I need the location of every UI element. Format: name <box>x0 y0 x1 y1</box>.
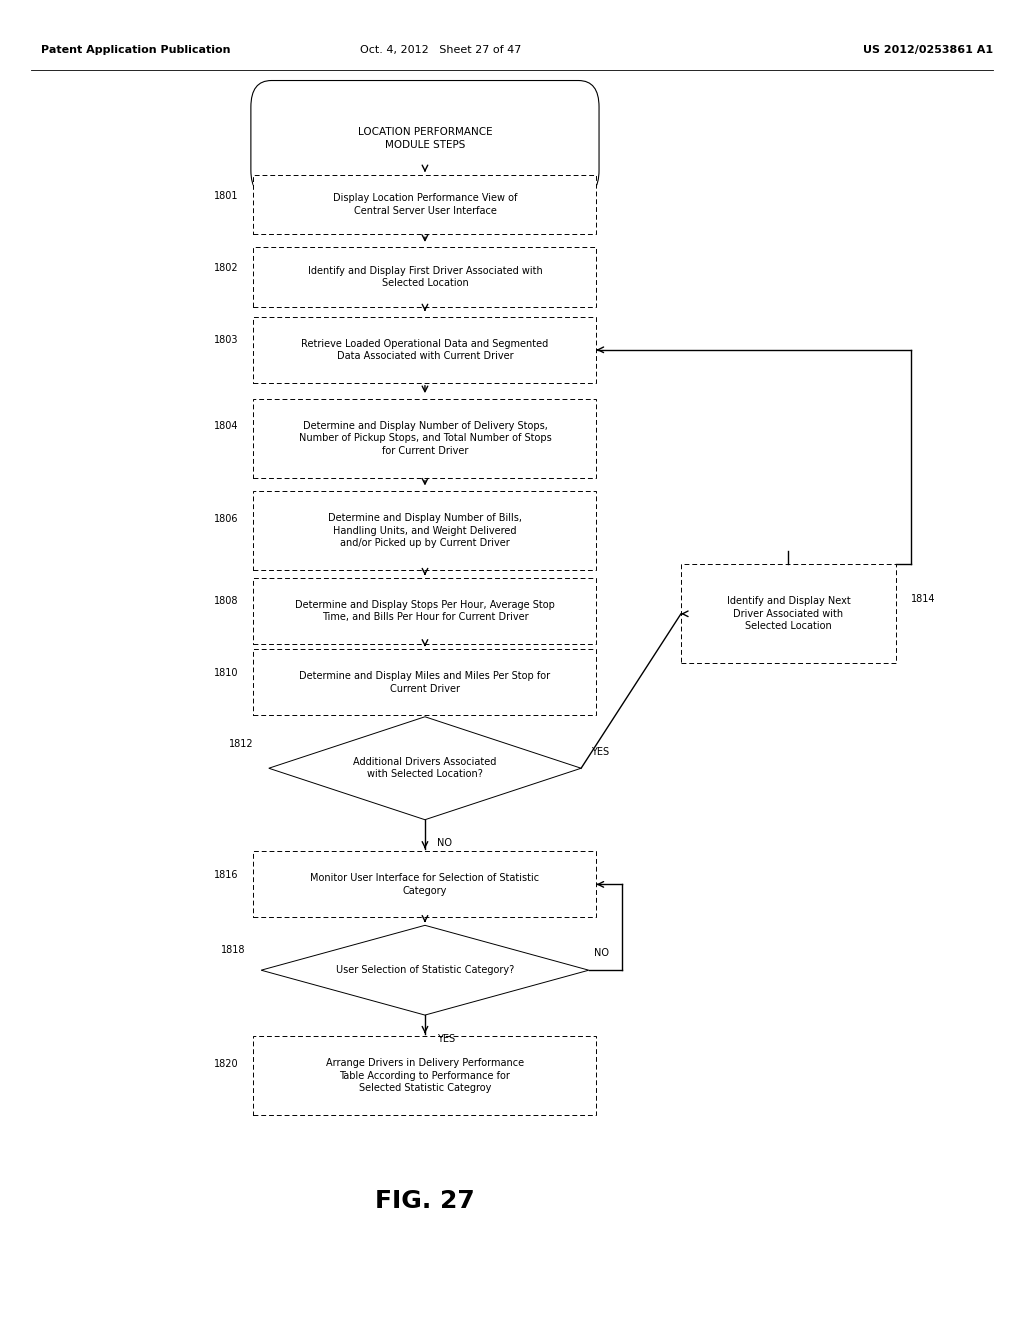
Text: US 2012/0253861 A1: US 2012/0253861 A1 <box>863 45 993 55</box>
Text: 1802: 1802 <box>213 263 238 273</box>
Text: Oct. 4, 2012   Sheet 27 of 47: Oct. 4, 2012 Sheet 27 of 47 <box>359 45 521 55</box>
FancyBboxPatch shape <box>681 565 896 663</box>
Text: Patent Application Publication: Patent Application Publication <box>41 45 230 55</box>
FancyBboxPatch shape <box>251 81 599 197</box>
Text: 1806: 1806 <box>214 513 238 524</box>
Text: YES: YES <box>592 747 609 758</box>
FancyBboxPatch shape <box>253 578 596 644</box>
Text: Monitor User Interface for Selection of Statistic
Category: Monitor User Interface for Selection of … <box>310 874 540 895</box>
Text: YES: YES <box>437 1034 456 1044</box>
Text: Identify and Display Next
Driver Associated with
Selected Location: Identify and Display Next Driver Associa… <box>727 597 850 631</box>
FancyBboxPatch shape <box>253 247 596 306</box>
Text: Determine and Display Number of Delivery Stops,
Number of Pickup Stops, and Tota: Determine and Display Number of Delivery… <box>299 421 551 455</box>
Text: FIG. 27: FIG. 27 <box>375 1189 475 1213</box>
FancyBboxPatch shape <box>253 174 596 235</box>
Text: 1804: 1804 <box>214 421 238 432</box>
Text: NO: NO <box>437 838 453 849</box>
FancyBboxPatch shape <box>253 649 596 715</box>
FancyBboxPatch shape <box>253 851 596 917</box>
Text: Determine and Display Miles and Miles Per Stop for
Current Driver: Determine and Display Miles and Miles Pe… <box>299 672 551 693</box>
Text: Retrieve Loaded Operational Data and Segmented
Data Associated with Current Driv: Retrieve Loaded Operational Data and Seg… <box>301 339 549 360</box>
FancyBboxPatch shape <box>253 399 596 478</box>
Text: LOCATION PERFORMANCE
MODULE STEPS: LOCATION PERFORMANCE MODULE STEPS <box>357 128 493 149</box>
Text: Arrange Drivers in Delivery Performance
Table According to Performance for
Selec: Arrange Drivers in Delivery Performance … <box>326 1059 524 1093</box>
Text: Determine and Display Number of Bills,
Handling Units, and Weight Delivered
and/: Determine and Display Number of Bills, H… <box>328 513 522 548</box>
Text: NO: NO <box>594 948 609 958</box>
Text: 1810: 1810 <box>214 668 238 677</box>
Text: 1816: 1816 <box>214 870 238 879</box>
Text: Display Location Performance View of
Central Server User Interface: Display Location Performance View of Cen… <box>333 194 517 215</box>
Text: Additional Drivers Associated
with Selected Location?: Additional Drivers Associated with Selec… <box>353 758 497 779</box>
Text: 1801: 1801 <box>214 190 238 201</box>
Polygon shape <box>268 717 582 820</box>
FancyBboxPatch shape <box>253 1036 596 1115</box>
Text: Identify and Display First Driver Associated with
Selected Location: Identify and Display First Driver Associ… <box>307 267 543 288</box>
Text: 1808: 1808 <box>214 597 238 606</box>
Text: 1803: 1803 <box>214 335 238 345</box>
Text: 1820: 1820 <box>213 1059 238 1069</box>
Text: 1818: 1818 <box>221 945 246 956</box>
FancyBboxPatch shape <box>253 317 596 383</box>
Polygon shape <box>261 925 589 1015</box>
Text: User Selection of Statistic Category?: User Selection of Statistic Category? <box>336 965 514 975</box>
FancyBboxPatch shape <box>253 491 596 570</box>
Text: 1812: 1812 <box>228 739 253 750</box>
Text: 1814: 1814 <box>911 594 936 605</box>
Text: Determine and Display Stops Per Hour, Average Stop
Time, and Bills Per Hour for : Determine and Display Stops Per Hour, Av… <box>295 601 555 622</box>
